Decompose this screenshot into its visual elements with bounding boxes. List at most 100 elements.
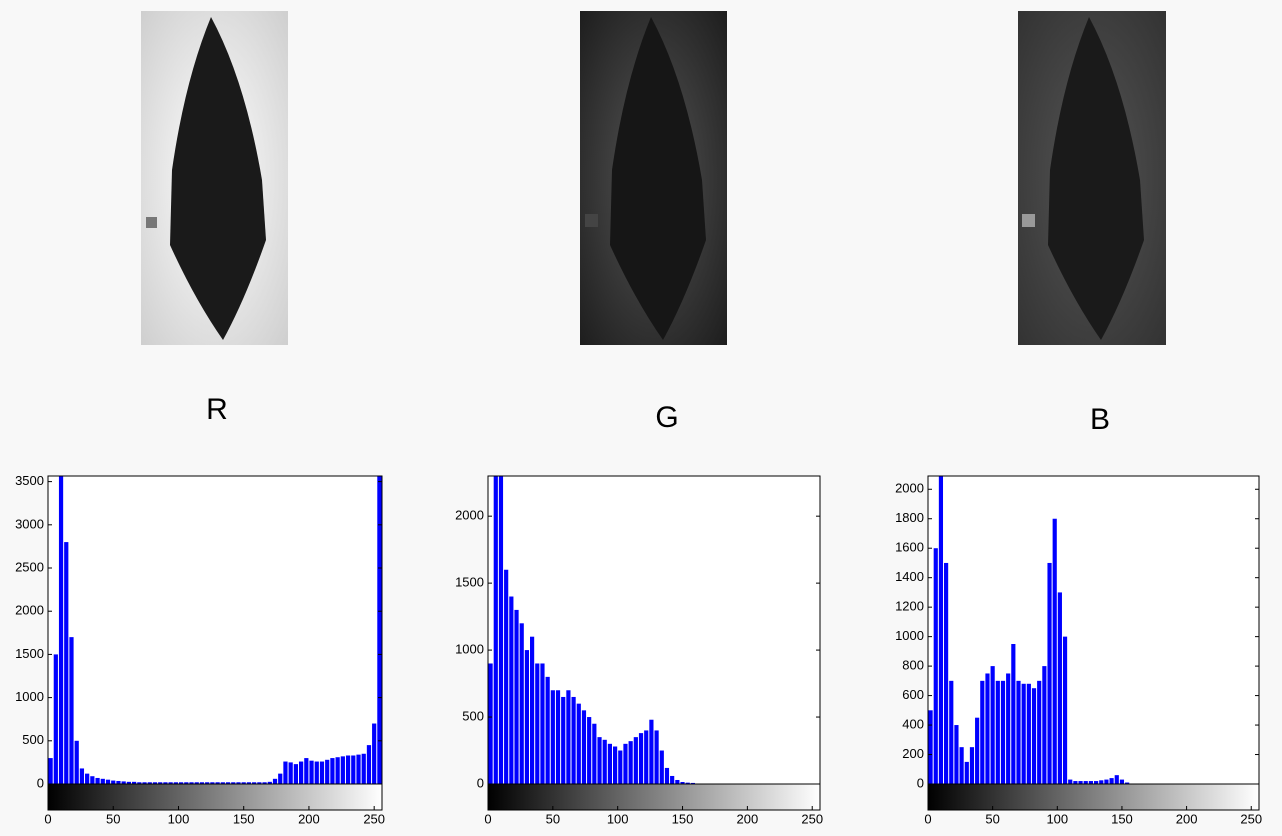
bar [938,476,944,784]
bar [1073,781,1078,784]
bar [90,776,95,784]
bar [602,739,607,784]
image-r [141,11,288,345]
bar [272,778,278,784]
bar [964,761,969,784]
bar [325,759,330,784]
x-tick-label: 50 [985,811,999,826]
bar [1052,518,1057,784]
bar [1068,779,1073,784]
colorbar [927,783,1260,811]
bar [654,730,659,784]
bar [283,761,288,784]
bar [670,775,675,784]
bar [690,782,695,784]
y-tick-label: 1200 [895,599,924,614]
y-tick-label: 0 [917,775,924,790]
bar [345,755,351,784]
panel-title: G [655,401,678,434]
bar [628,741,633,784]
bar [504,569,509,784]
bar [524,650,529,784]
bar [142,782,147,784]
bar [1011,644,1016,784]
bar [48,758,53,784]
bar [545,676,550,784]
bar [985,673,990,784]
bar [680,781,685,784]
bar [205,782,210,784]
bar [178,782,184,784]
bar [550,690,555,784]
bar [990,666,995,784]
x-tick-label: 0 [484,811,491,826]
bar [267,781,272,784]
bar [173,782,178,784]
bar [189,782,194,784]
x-tick-label: 100 [607,811,629,826]
x-tick-label: 150 [672,811,694,826]
bar [215,782,220,784]
bar [638,733,644,784]
bar [1094,781,1099,784]
bar [288,762,293,784]
panel-title: R [206,393,228,426]
y-tick-label: 2000 [15,603,44,618]
bar [335,757,340,784]
y-tick-label: 400 [902,716,924,731]
bar [314,761,319,784]
y-tick-label: 600 [902,687,924,702]
bar [509,596,514,784]
bar [309,760,314,784]
bar [540,663,545,784]
bar [498,476,504,784]
bar [257,782,262,784]
bar [597,737,602,784]
y-tick-label: 2000 [895,481,924,496]
bar [1026,683,1031,784]
bar [1114,775,1119,784]
bar [561,696,566,784]
y-tick-label: 1000 [15,689,44,704]
y-tick-label: 1600 [895,540,924,555]
bar [954,725,959,784]
bar [377,476,382,784]
x-tick-label: 0 [44,811,51,826]
image-g [580,11,727,345]
bar [304,758,309,784]
bar [225,782,231,784]
bar [519,623,524,784]
x-tick-label: 100 [1046,811,1068,826]
bar [969,747,975,784]
bar [488,663,493,784]
bar [685,782,690,784]
y-tick-label: 200 [902,746,924,761]
bar [53,654,58,784]
bar [351,755,356,784]
bar [293,764,298,784]
bar [581,710,587,784]
y-tick-label: 3000 [15,516,44,531]
bar [975,717,980,784]
bar [137,782,142,784]
x-tick-label: 200 [1176,811,1198,826]
bar [571,696,576,784]
bar [246,782,252,784]
bar [340,756,345,784]
bar [566,690,571,784]
bar [514,609,519,784]
bar [1109,778,1114,784]
bar [995,680,1000,784]
y-tick-label: 500 [462,708,484,723]
bar [592,723,597,784]
bar [79,768,85,784]
bar [236,782,241,784]
bar [659,750,664,784]
bar [949,680,954,784]
bar [361,753,366,784]
panel-title: B [1090,403,1110,436]
bar [644,730,649,784]
bar [613,746,618,784]
bar [980,680,985,784]
